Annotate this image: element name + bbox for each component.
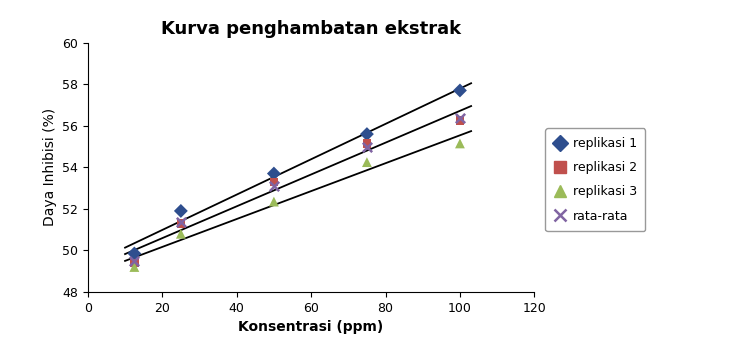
Point xyxy=(268,179,280,185)
Point xyxy=(454,88,466,93)
Point xyxy=(454,115,466,121)
Y-axis label: Daya Inhibisi (%): Daya Inhibisi (%) xyxy=(42,108,56,226)
X-axis label: Konsentrasi (ppm): Konsentrasi (ppm) xyxy=(239,320,384,334)
Point xyxy=(175,208,187,214)
Title: Kurva penghambatan ekstrak: Kurva penghambatan ekstrak xyxy=(161,20,461,38)
Point xyxy=(454,118,466,124)
Point xyxy=(175,220,187,225)
Point xyxy=(129,260,141,266)
Point xyxy=(268,183,280,189)
Legend: replikasi 1, replikasi 2, replikasi 3, rata-rata: replikasi 1, replikasi 2, replikasi 3, r… xyxy=(545,128,646,231)
Point xyxy=(454,141,466,146)
Point xyxy=(361,144,373,150)
Point xyxy=(361,141,373,146)
Point xyxy=(361,159,373,165)
Point xyxy=(129,258,141,263)
Point xyxy=(361,131,373,137)
Point xyxy=(175,231,187,237)
Point xyxy=(268,171,280,176)
Point xyxy=(268,199,280,204)
Point xyxy=(129,251,141,256)
Point xyxy=(175,221,187,226)
Point xyxy=(129,264,141,270)
